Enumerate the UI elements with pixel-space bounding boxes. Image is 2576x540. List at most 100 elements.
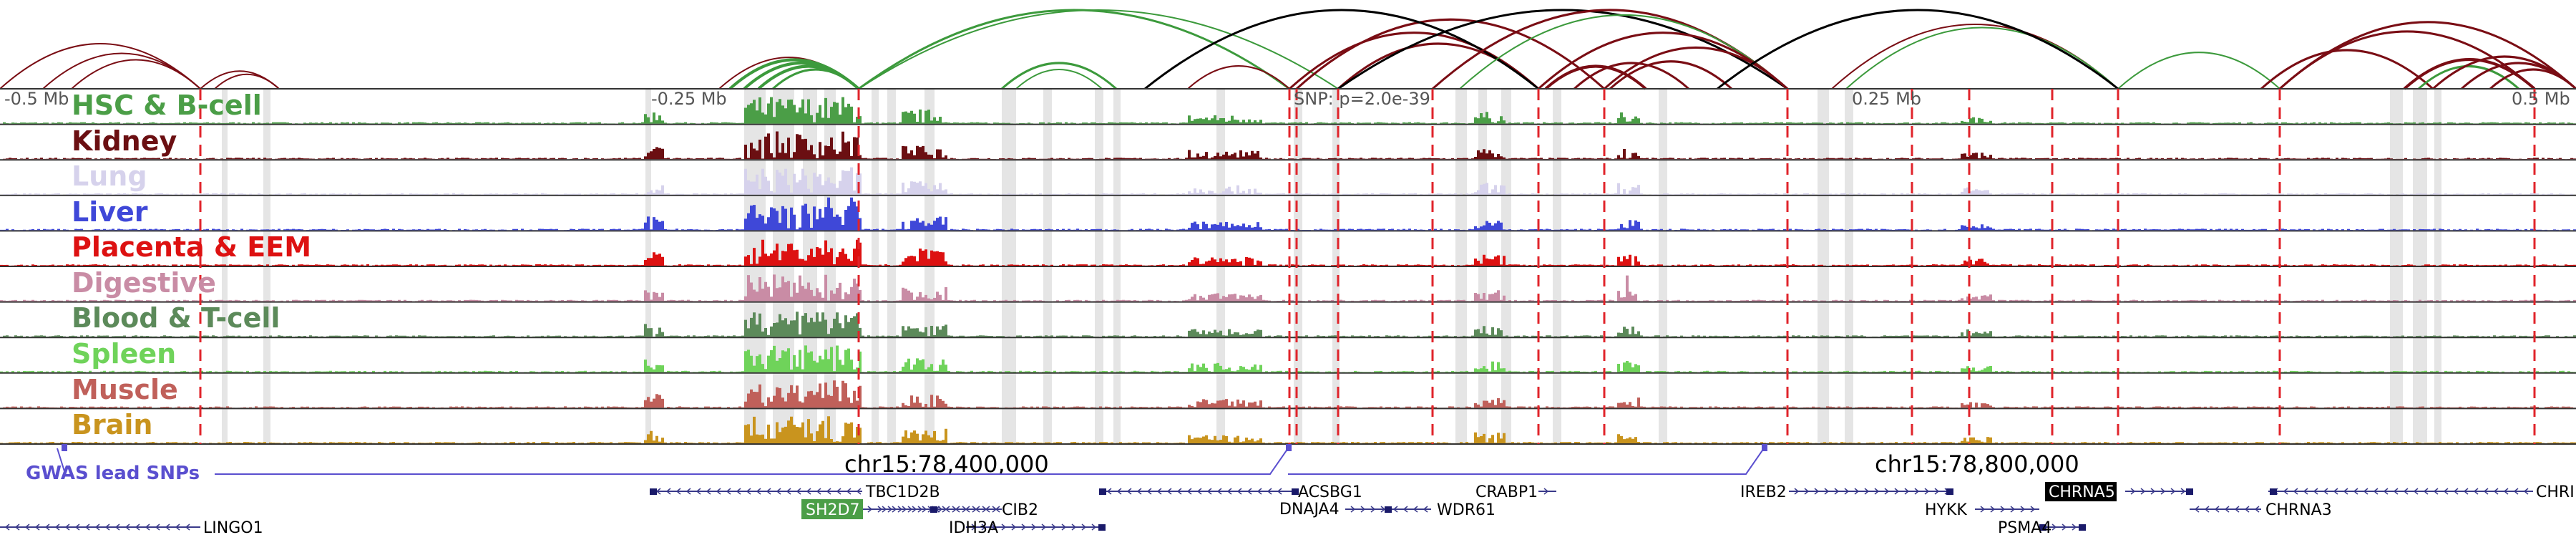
signal-track-0 (0, 97, 2576, 124)
gene-label[interactable]: TBC1D2B (865, 483, 940, 501)
strand-arrow (2413, 488, 2419, 495)
strand-arrow (2303, 488, 2308, 495)
track-label: Brain (72, 409, 152, 440)
strand-arrow (816, 488, 821, 495)
gene-label[interactable]: CHRNA3 (2265, 501, 2332, 519)
strand-arrow (1091, 524, 1097, 531)
strand-arrow (877, 506, 883, 513)
gene-label[interactable]: IREB2 (1740, 483, 1787, 501)
axis-tick-label: -0.5 Mb (4, 89, 69, 109)
gene-label[interactable]: LINGO1 (203, 519, 263, 537)
strand-arrow (54, 524, 60, 531)
strand-arrow (706, 488, 711, 495)
gene-exon (2039, 524, 2046, 531)
strand-arrow (1116, 488, 1122, 495)
axis-tick-label: 0.25 Mb (1852, 89, 1921, 109)
interaction-arc (1295, 18, 1606, 90)
strand-arrow (64, 524, 70, 531)
interaction-arc (214, 73, 280, 90)
strand-arrow (1794, 488, 1800, 495)
gene-label[interactable]: PSMA4 (1998, 519, 2051, 537)
interaction-arc (1187, 65, 1290, 90)
strand-arrow (975, 506, 980, 513)
strand-arrow (1186, 488, 1192, 495)
strand-arrow (907, 506, 913, 513)
strand-arrow (1226, 488, 1232, 495)
strand-arrow (114, 524, 120, 531)
strand-arrow (945, 506, 950, 513)
signal-track-9 (0, 416, 2576, 443)
strand-arrow (2353, 488, 2358, 495)
gwas-snp-marker (62, 444, 67, 451)
strand-arrow (1277, 488, 1282, 495)
strand-arrow (1146, 488, 1152, 495)
signal-track-2 (0, 167, 2576, 195)
gene-label[interactable]: SH2D7 (806, 501, 859, 519)
strand-arrow (1904, 488, 1910, 495)
coordinate-label: chr15:78,400,000 (844, 450, 1049, 478)
strand-arrow (1216, 488, 1222, 495)
strand-arrow (2333, 488, 2338, 495)
axis-tick-label: -0.25 Mb (651, 89, 727, 109)
strand-arrow (726, 488, 731, 495)
strand-arrow (1360, 506, 1366, 513)
strand-arrow (2513, 488, 2519, 495)
track-label: Placenta & EEM (72, 231, 311, 263)
interaction-arc (2278, 21, 2576, 90)
track-label: Muscle (72, 374, 178, 405)
strand-arrow (971, 524, 977, 531)
gene-label[interactable]: CIB2 (1002, 501, 1038, 519)
strand-arrow (1136, 488, 1142, 495)
gene-label[interactable]: HYKK (1925, 501, 1967, 519)
interaction-arc (2489, 68, 2576, 90)
strand-arrow (1001, 524, 1007, 531)
strand-arrow (1041, 524, 1047, 531)
gwas-label: GWAS lead SNPs (26, 463, 200, 484)
strand-arrow (786, 488, 791, 495)
gene-label[interactable]: ACSBG1 (1298, 483, 1362, 501)
strand-arrow (995, 506, 1000, 513)
strand-arrow (2373, 488, 2379, 495)
gene-label[interactable]: CRABP1 (1475, 483, 1538, 501)
snp-pvalue-label: SNP: p=2.0e-39 (1294, 89, 1430, 109)
strand-arrow (1126, 488, 1132, 495)
strand-arrow (1021, 524, 1027, 531)
strand-arrow (856, 488, 862, 495)
strand-arrow (1874, 488, 1880, 495)
strand-arrow (1423, 506, 1428, 513)
strand-arrow (985, 506, 990, 513)
strand-arrow (2283, 488, 2288, 495)
axis-ticks: -0.5 Mb -0.25 Mb 0.25 Mb 0.5 Mb SNP: p=2… (4, 89, 2570, 109)
strand-arrow (2000, 506, 2006, 513)
interaction-arc (2403, 58, 2536, 90)
strand-arrow (2204, 506, 2210, 513)
strand-arrow (1392, 506, 1398, 513)
interaction-arc (1015, 69, 1103, 90)
strand-arrow (1071, 524, 1077, 531)
strand-arrow (2293, 488, 2298, 495)
gene-label[interactable]: DNAJA4 (1279, 501, 1340, 519)
axis-tick-label: 0.5 Mb (2512, 89, 2570, 109)
strand-arrow (165, 524, 170, 531)
gene-label[interactable]: IDH3A (949, 519, 998, 537)
strand-arrow (665, 488, 671, 495)
strand-arrow (1864, 488, 1870, 495)
gene-label[interactable]: CHRNA5 (2049, 483, 2115, 501)
strand-arrow (955, 506, 960, 513)
interaction-arc (1459, 14, 1788, 90)
strand-arrow (2010, 506, 2016, 513)
gene-label[interactable]: CHRI (2536, 483, 2575, 501)
coordinate-label: chr15:78,800,000 (1875, 450, 2079, 478)
gene-exon (1946, 488, 1953, 495)
strand-arrow (1246, 488, 1252, 495)
strand-arrow (1166, 488, 1172, 495)
strand-arrow (2194, 506, 2200, 513)
strand-arrow (2483, 488, 2489, 495)
strand-arrow (1413, 506, 1418, 513)
gene-label[interactable]: WDR61 (1437, 501, 1496, 519)
strand-arrow (2473, 488, 2479, 495)
strand-arrow (2403, 488, 2409, 495)
gene-exon (1098, 524, 1106, 531)
